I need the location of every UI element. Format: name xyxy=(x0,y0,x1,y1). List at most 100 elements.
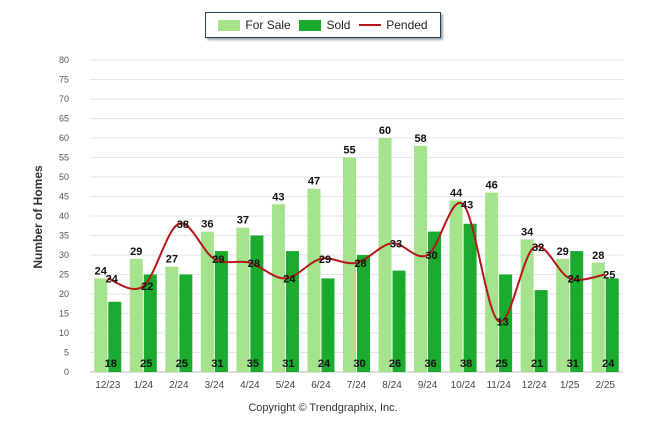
bar-sold xyxy=(534,290,548,372)
data-label-pended: 32 xyxy=(532,242,544,254)
x-tick-label: 1/25 xyxy=(560,380,580,391)
legend-label-sold: Sold xyxy=(326,18,351,32)
x-tick-label: 7/24 xyxy=(347,380,367,391)
x-tick-label: 4/24 xyxy=(240,380,260,391)
bar-for-sale xyxy=(449,200,463,372)
data-label-pended: 25 xyxy=(603,270,615,282)
bar-for-sale xyxy=(200,231,214,372)
series-line-pended xyxy=(107,201,606,323)
data-label-pended: 29 xyxy=(319,254,331,266)
legend-item-for-sale[interactable]: For Sale xyxy=(218,18,291,32)
bar-sold xyxy=(357,255,370,372)
data-label-pended: 28 xyxy=(354,258,366,270)
data-label-pended: 24 xyxy=(283,273,296,285)
data-label-for-sale: 34 xyxy=(521,226,534,238)
bar-sold xyxy=(321,278,335,372)
data-label-for-sale: 43 xyxy=(272,191,284,203)
data-label-for-sale: 55 xyxy=(343,145,355,157)
bar-for-sale xyxy=(129,258,143,372)
bar-for-sale xyxy=(378,138,392,372)
data-label-sold: 31 xyxy=(567,358,579,370)
data-label-pended: 28 xyxy=(248,258,260,270)
data-label-pended: 33 xyxy=(390,238,402,250)
data-label-pended: 38 xyxy=(177,219,189,231)
data-label-sold: 38 xyxy=(460,358,472,370)
bar-for-sale xyxy=(271,204,285,372)
y-tick-label: 55 xyxy=(59,153,69,163)
data-label-for-sale: 46 xyxy=(486,180,498,192)
data-label-sold: 30 xyxy=(353,358,365,370)
y-tick-label: 10 xyxy=(59,328,69,338)
bar-sold xyxy=(570,251,584,372)
bar-sold xyxy=(179,274,193,372)
y-tick-label: 40 xyxy=(59,211,69,221)
data-label-sold: 26 xyxy=(389,358,401,370)
x-tick-label: 11/24 xyxy=(486,380,511,391)
x-tick-label: 2/25 xyxy=(595,380,615,391)
data-label-pended: 24 xyxy=(568,273,581,285)
data-label-for-sale: 47 xyxy=(308,176,320,188)
y-tick-label: 15 xyxy=(59,309,69,319)
data-label-sold: 24 xyxy=(602,358,615,370)
data-label-for-sale: 28 xyxy=(592,250,604,262)
x-tick-label: 2/24 xyxy=(169,380,189,391)
data-label-for-sale: 29 xyxy=(557,246,569,258)
data-label-sold: 18 xyxy=(105,358,117,370)
bar-sold xyxy=(214,251,228,372)
data-label-for-sale: 24 xyxy=(95,265,108,277)
y-tick-label: 50 xyxy=(59,172,69,182)
y-tick-label: 25 xyxy=(59,270,69,280)
bar-sold xyxy=(463,223,477,372)
bar-sold xyxy=(428,231,442,372)
data-label-sold: 21 xyxy=(531,358,543,370)
y-tick-label: 80 xyxy=(59,55,69,65)
bar-for-sale xyxy=(591,262,605,372)
legend-swatch-for-sale xyxy=(218,19,241,31)
data-label-sold: 35 xyxy=(247,358,259,370)
y-tick-label: 30 xyxy=(59,250,69,260)
legend-swatch-pended xyxy=(359,24,382,26)
y-tick-label: 60 xyxy=(59,133,69,143)
x-tick-label: 5/24 xyxy=(276,380,296,391)
bar-for-sale xyxy=(343,157,356,372)
bar-for-sale xyxy=(307,188,321,372)
data-label-sold: 25 xyxy=(140,358,152,370)
data-label-sold: 36 xyxy=(424,358,436,370)
bar-sold xyxy=(143,274,157,372)
x-tick-label: 9/24 xyxy=(418,380,438,391)
bar-for-sale xyxy=(94,278,108,372)
y-tick-label: 0 xyxy=(64,367,69,377)
data-label-for-sale: 36 xyxy=(201,219,213,231)
data-label-sold: 25 xyxy=(496,358,508,370)
x-tick-label: 12/24 xyxy=(522,380,547,391)
y-tick-label: 5 xyxy=(64,348,69,358)
legend-item-sold[interactable]: Sold xyxy=(299,18,350,32)
y-tick-label: 70 xyxy=(59,94,69,104)
data-label-pended: 30 xyxy=(425,250,437,262)
legend-item-pended[interactable]: Pended xyxy=(359,18,428,32)
bar-sold xyxy=(605,278,619,372)
legend-swatch-sold xyxy=(299,19,322,31)
data-label-for-sale: 58 xyxy=(414,133,426,145)
data-label-sold: 25 xyxy=(176,358,188,370)
x-tick-label: 10/24 xyxy=(451,380,476,391)
x-tick-label: 6/24 xyxy=(311,380,331,391)
x-tick-label: 1/24 xyxy=(134,380,154,391)
y-tick-label: 45 xyxy=(59,192,69,202)
data-label-sold: 31 xyxy=(211,358,223,370)
data-label-for-sale: 44 xyxy=(450,187,463,199)
bar-for-sale xyxy=(485,192,499,372)
bar-sold xyxy=(250,235,264,372)
bar-sold xyxy=(392,270,406,372)
y-tick-label: 65 xyxy=(59,114,69,124)
x-tick-label: 3/24 xyxy=(205,380,225,391)
y-tick-label: 75 xyxy=(59,75,69,85)
data-label-for-sale: 37 xyxy=(237,215,249,227)
y-tick-label: 20 xyxy=(59,289,69,299)
bar-sold xyxy=(499,274,513,372)
bar-for-sale xyxy=(520,239,534,372)
x-tick-label: 12/23 xyxy=(95,380,120,391)
bar-for-sale xyxy=(236,227,250,372)
data-label-for-sale: 29 xyxy=(130,246,142,258)
